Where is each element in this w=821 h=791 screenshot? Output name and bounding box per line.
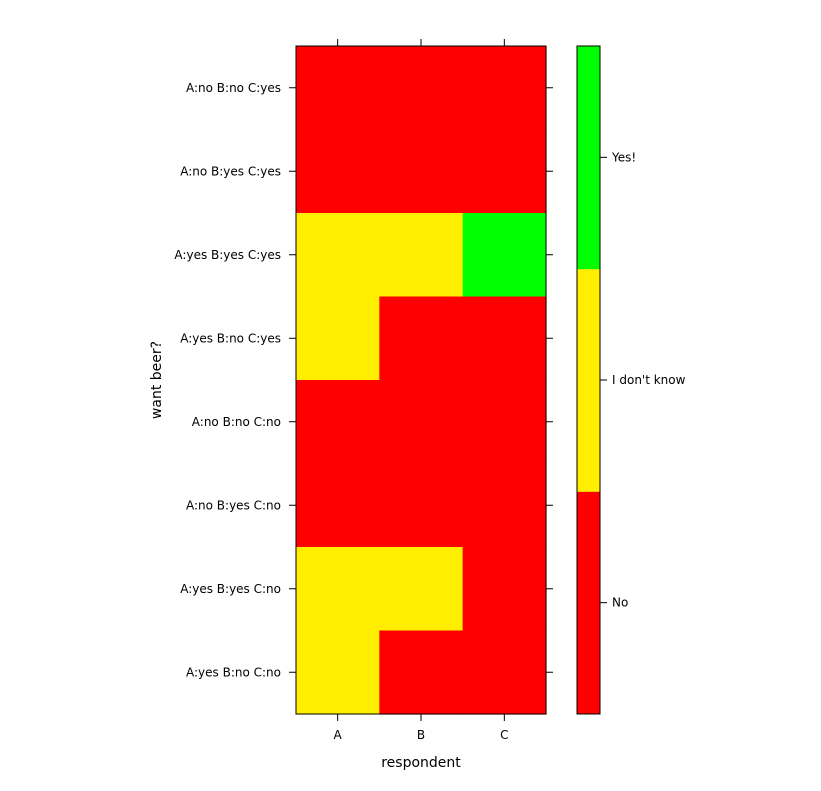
color-key-frame xyxy=(576,45,601,715)
axis-ticks xyxy=(289,39,553,721)
x-tick-label: B xyxy=(417,728,425,742)
y-axis-title: want beer? xyxy=(149,341,165,419)
x-tick-label: A xyxy=(334,728,343,742)
heatmap-cell xyxy=(296,547,380,632)
heatmap-cell xyxy=(462,380,547,465)
heatmap-cell xyxy=(379,213,464,298)
color-key-segment xyxy=(577,268,600,492)
heatmap-cell xyxy=(462,630,547,715)
y-tick-label: A:yes B:no C:yes xyxy=(180,331,281,345)
heatmap-cell xyxy=(379,547,464,632)
heatmap-cell xyxy=(379,46,464,131)
heatmap-cell xyxy=(296,463,380,548)
heatmap-cell xyxy=(462,213,547,298)
y-tick-label: A:yes B:no C:no xyxy=(186,665,281,679)
y-tick-label: A:no B:no C:yes xyxy=(186,81,281,95)
heatmap-cell xyxy=(462,463,547,548)
heatmap-cell xyxy=(296,296,380,381)
heatmap-cell xyxy=(296,380,380,465)
y-tick-label: A:no B:yes C:no xyxy=(186,498,281,512)
heatmap-cell xyxy=(379,463,464,548)
x-tick-label: C xyxy=(500,728,508,742)
color-key-segment xyxy=(577,46,600,270)
x-tick-labels: A B C xyxy=(334,728,509,742)
heatmap-cell xyxy=(462,129,547,214)
color-key-label: I don't know xyxy=(612,373,686,387)
heatmap-cell xyxy=(462,547,547,632)
heatmap-cell xyxy=(379,296,464,381)
color-key-label: No xyxy=(612,596,628,610)
heatmap-cell xyxy=(379,630,464,715)
heatmap-cell xyxy=(296,213,380,298)
heatmap-cell xyxy=(379,129,464,214)
heatmap-cell xyxy=(462,296,547,381)
heatmap-cell xyxy=(296,630,380,715)
color-key-legend: No I don't know Yes! xyxy=(576,45,686,715)
y-tick-label: A:no B:yes C:yes xyxy=(180,164,281,178)
heatmap-cell xyxy=(379,380,464,465)
color-key-segment xyxy=(577,491,600,715)
y-tick-label: A:no B:no C:no xyxy=(192,415,281,429)
y-tick-labels: A:no B:no C:yes A:no B:yes C:yes A:yes B:y… xyxy=(174,81,281,680)
heatmap-cells xyxy=(296,46,547,715)
heatmap-cell xyxy=(462,46,547,131)
y-tick-label: A:yes B:yes C:no xyxy=(180,582,281,596)
heatmap-cell xyxy=(296,129,380,214)
color-key-label: Yes! xyxy=(611,150,636,164)
y-tick-label: A:yes B:yes C:yes xyxy=(174,248,281,262)
x-axis-title: respondent xyxy=(381,755,461,771)
heatmap-cell xyxy=(296,46,380,131)
